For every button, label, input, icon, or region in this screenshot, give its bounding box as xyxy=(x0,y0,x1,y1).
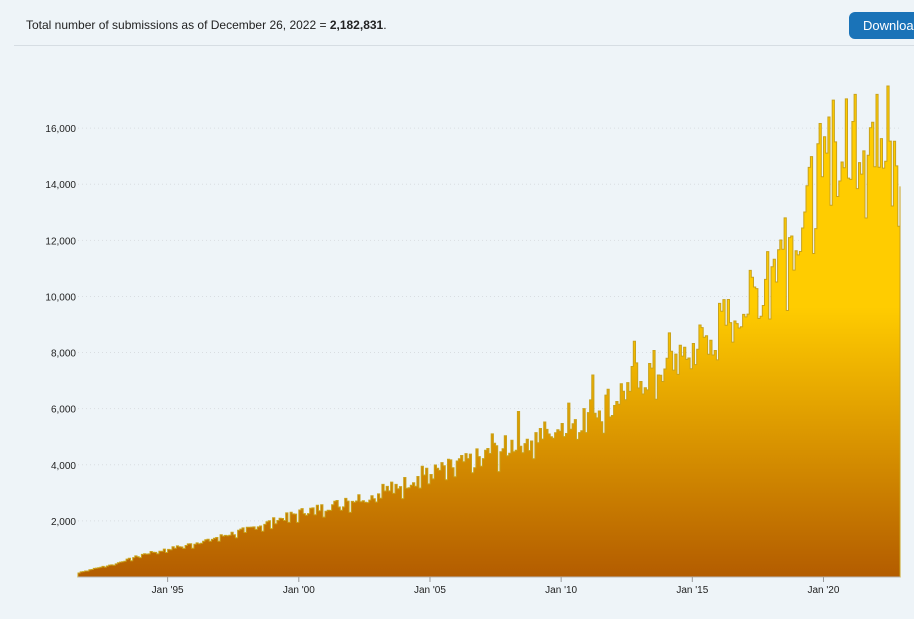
y-tick-label: 8,000 xyxy=(51,349,76,360)
y-tick-label: 14,000 xyxy=(45,180,76,191)
summary-suffix: . xyxy=(383,18,387,32)
x-tick-label: Jan '20 xyxy=(808,585,840,596)
y-tick-label: 2,000 xyxy=(51,517,76,528)
y-tick-label: 16,000 xyxy=(45,124,76,135)
x-tick-label: Jan '10 xyxy=(545,585,577,596)
x-tick-label: Jan '05 xyxy=(414,585,446,596)
summary-prefix: Total number of submissions as of Decemb… xyxy=(26,18,330,32)
y-tick-label: 4,000 xyxy=(51,461,76,472)
x-axis: Jan '95 Jan '00 Jan '05 Jan '10 Jan '15 Jan '… xyxy=(152,577,840,596)
summary-total: 2,182,831 xyxy=(329,18,384,32)
download-button[interactable]: Download xyxy=(849,12,914,39)
x-tick-label: Jan '95 xyxy=(152,585,184,596)
area-series xyxy=(77,85,901,578)
y-tick-label: 6,000 xyxy=(51,405,76,416)
submission-summary: Total number of submissions as of Decemb… xyxy=(26,18,387,32)
y-axis: 2,000 4,000 6,000 8,000 10,000 12,000 14,000 16… xyxy=(45,124,76,528)
area-fill xyxy=(77,85,901,578)
x-tick-label: Jan '00 xyxy=(283,585,315,596)
x-tick-label: Jan '15 xyxy=(676,585,708,596)
y-tick-label: 10,000 xyxy=(45,292,76,303)
submissions-chart: 2,000 4,000 6,000 8,000 10,000 12,000 14,000 16… xyxy=(0,46,914,614)
summary-bar: Total number of submissions as of Decemb… xyxy=(14,0,914,46)
y-tick-label: 12,000 xyxy=(45,236,76,247)
chart-svg: 2,000 4,000 6,000 8,000 10,000 12,000 14,000 16… xyxy=(45,85,901,596)
